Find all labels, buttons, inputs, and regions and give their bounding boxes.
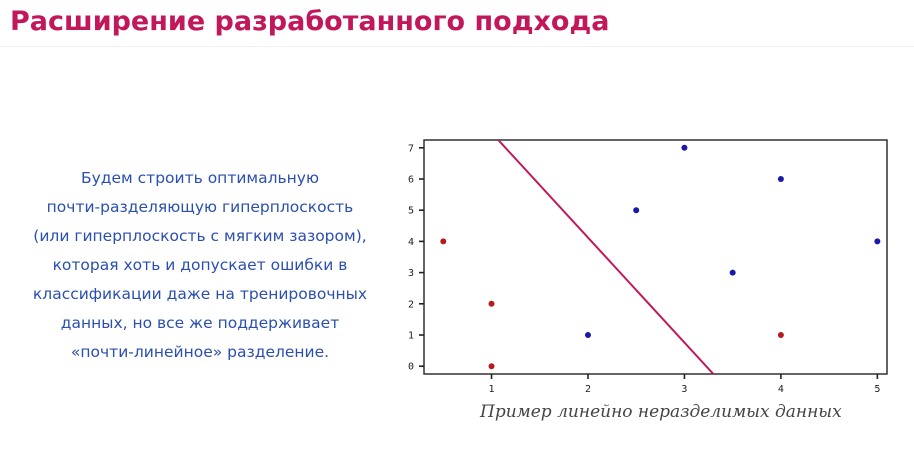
chart-caption: Пример линейно неразделимых данных bbox=[480, 402, 842, 422]
body-line: классификации даже на тренировочных bbox=[32, 285, 368, 303]
slide-title: Расширение разработанного подхода bbox=[10, 6, 610, 37]
red-class-point bbox=[488, 300, 495, 307]
plot-frame bbox=[423, 139, 888, 375]
blue-class-point bbox=[874, 238, 881, 245]
blue-class-point bbox=[729, 269, 736, 276]
red-class-point bbox=[488, 363, 495, 370]
red-class-point bbox=[440, 238, 447, 245]
body-line: Будем строить оптимальную bbox=[80, 169, 320, 187]
y-tick-label: 5 bbox=[408, 206, 414, 217]
blue-class-point bbox=[633, 207, 640, 214]
body-line: «почти-линейное» разделение. bbox=[70, 343, 330, 361]
blue-class-point bbox=[681, 144, 688, 151]
y-tick-label: 3 bbox=[408, 268, 414, 279]
y-tick-label: 4 bbox=[408, 237, 414, 248]
red-class-point bbox=[777, 332, 784, 338]
y-tick-label: 6 bbox=[408, 175, 414, 186]
body-line: данных, но все же поддерживает bbox=[60, 314, 340, 332]
x-tick-label: 4 bbox=[778, 384, 784, 395]
separating-line bbox=[497, 140, 715, 374]
y-tick-label: 7 bbox=[408, 143, 414, 154]
x-tick-label: 3 bbox=[681, 384, 687, 395]
x-tick-label: 1 bbox=[489, 384, 495, 395]
body-line: почти-разделяющую гиперплоскость bbox=[46, 198, 354, 216]
body-paragraph: Будем строить оптимальную почти-разделяю… bbox=[10, 164, 390, 367]
y-tick-label: 1 bbox=[408, 331, 414, 342]
scatter-chart: 1 2 3 4 5 0 1 2 3 4 5 6 7 bbox=[392, 132, 902, 432]
x-tick-label: 5 bbox=[874, 384, 880, 395]
blue-class-point bbox=[777, 176, 784, 182]
blue-class-point bbox=[584, 332, 591, 338]
x-tick-label: 2 bbox=[585, 384, 591, 395]
y-tick-label: 2 bbox=[408, 299, 414, 310]
body-line: (или гиперплоскость с мягким зазором), bbox=[33, 227, 367, 245]
body-line: которая хоть и допускает ошибки в bbox=[52, 256, 348, 274]
scatter-chart-svg: 1 2 3 4 5 0 1 2 3 4 5 6 7 bbox=[408, 139, 888, 395]
title-bar: Расширение разработанного подхода bbox=[0, 0, 914, 47]
y-tick-label: 0 bbox=[408, 362, 414, 373]
